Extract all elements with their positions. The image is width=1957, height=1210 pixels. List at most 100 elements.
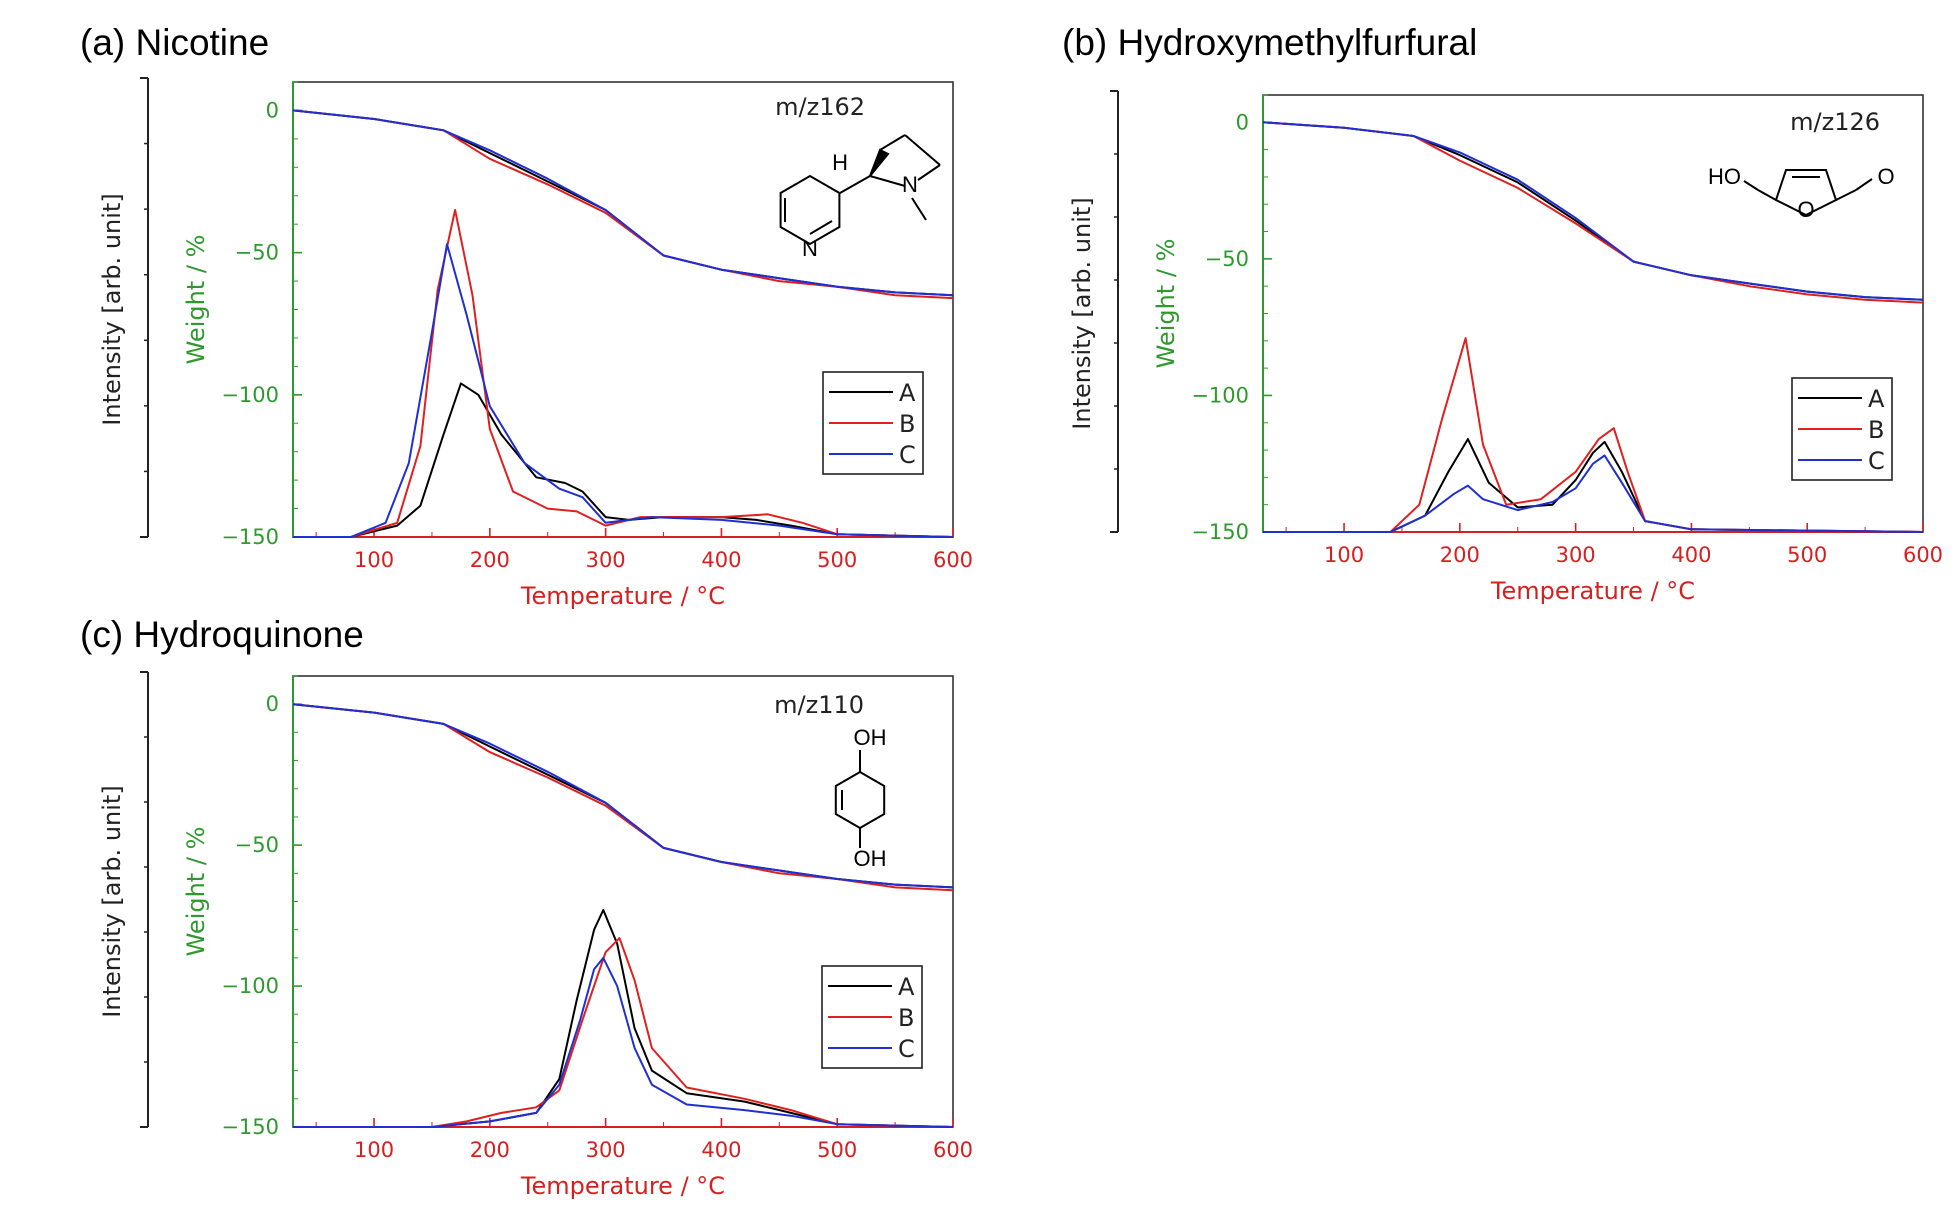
chart-panel: (b) Hydroxymethylfurfural Intensity [arb.…: [1062, 22, 1943, 605]
chart-panel: (c) Hydroquinone Intensity [arb. unit] Wei…: [80, 614, 973, 1200]
atom-label: HO: [1708, 164, 1741, 189]
y-tick-label: −150: [221, 1115, 279, 1139]
chart-title: (c) Hydroquinone: [80, 614, 364, 655]
y-tick-label: 0: [266, 692, 279, 716]
y-tick-label: −150: [1191, 520, 1249, 544]
series-line-b-intensity: [1263, 337, 1924, 533]
series-line-c-weight: [292, 703, 954, 889]
legend-label: C: [1868, 447, 1885, 475]
series-line-b-intensity: [293, 937, 954, 1128]
legend-label: A: [898, 973, 915, 1001]
molecule-structure-icon: HO O O: [1708, 164, 1895, 222]
legend: ABC: [1791, 377, 1893, 481]
bond: [1855, 178, 1873, 191]
bond: [839, 175, 871, 194]
legend-label: C: [898, 1035, 915, 1063]
x-tick-label: 500: [817, 1138, 857, 1162]
x-tick-label: 100: [354, 1138, 394, 1162]
y-tick-label: −100: [1191, 383, 1249, 407]
x-tick-label: 300: [1556, 543, 1596, 567]
legend-label: B: [1868, 416, 1884, 444]
y-tick-label: −50: [1205, 247, 1249, 271]
series-line-c-intensity: [1263, 454, 1924, 533]
series-line-c-intensity: [293, 243, 954, 538]
intensity-axis-label: Intensity [arb. unit]: [98, 785, 126, 1017]
series-line-c-intensity: [293, 956, 954, 1128]
bond: [869, 175, 906, 187]
intensity-axis: Intensity [arb. unit]: [1068, 90, 1119, 533]
mz-annotation: m/z162: [775, 93, 865, 121]
x-tick-label: 200: [1440, 543, 1480, 567]
x-tick-label: 100: [1324, 543, 1364, 567]
legend: ABC: [821, 965, 923, 1069]
legend-label: A: [899, 379, 916, 407]
x-tick-label: 600: [933, 1138, 973, 1162]
x-tick-label: 500: [817, 548, 857, 572]
series-line-a-intensity: [1263, 438, 1924, 533]
x-tick-label: 100: [354, 548, 394, 572]
double-bond: [809, 220, 833, 235]
series-line-b-weight: [1262, 121, 1924, 304]
atom-label: H: [832, 150, 848, 175]
bond: [1743, 180, 1759, 191]
y-tick-label: −50: [235, 241, 279, 265]
x-axis-label: Temperature / °C: [520, 582, 725, 610]
y-tick-label: 0: [1236, 110, 1249, 134]
x-tick-label: 200: [470, 1138, 510, 1162]
series-line-a-weight: [292, 109, 954, 297]
wedge-bond: [869, 148, 890, 177]
weight-axis-label: Weight / %: [1152, 239, 1180, 369]
atom-label: O: [1797, 197, 1814, 222]
series-line-b-weight: [292, 109, 954, 300]
molecule-structure-icon: H N N: [779, 134, 941, 261]
atom-label: N: [802, 236, 818, 261]
bond: [1835, 189, 1857, 201]
mz-annotation: m/z126: [1790, 108, 1880, 136]
atom-label: OH: [854, 846, 887, 871]
bond: [879, 134, 906, 151]
x-tick-label: 600: [1903, 543, 1943, 567]
series-line-a-intensity: [293, 382, 954, 538]
y-tick-label: 0: [266, 98, 279, 122]
weight-axis-label: Weight / %: [182, 827, 210, 957]
x-tick-label: 600: [933, 548, 973, 572]
ring-bond: [834, 770, 886, 830]
bond: [911, 197, 927, 221]
mz-annotation: m/z110: [774, 691, 864, 719]
x-tick-label: 300: [586, 548, 626, 572]
intensity-axis: Intensity [arb. unit]: [98, 671, 149, 1128]
furan-ring: [1774, 169, 1838, 217]
series-line-c-weight: [292, 109, 954, 297]
x-tick-label: 200: [470, 548, 510, 572]
series-line-c-weight: [1262, 121, 1924, 301]
y-tick-label: −100: [221, 974, 279, 998]
x-axis-label: Temperature / °C: [1490, 577, 1695, 605]
chart-panel: (a) Nicotine Intensity [arb. unit] Weight …: [80, 22, 973, 610]
y-tick-label: −50: [235, 833, 279, 857]
ring-bond: [779, 174, 841, 246]
intensity-axis-label: Intensity [arb. unit]: [1068, 197, 1096, 429]
x-tick-label: 400: [701, 548, 741, 572]
intensity-axis-label: Intensity [arb. unit]: [98, 193, 126, 425]
legend-label: A: [1868, 385, 1885, 413]
bond: [917, 164, 941, 181]
y-tick-label: −150: [221, 525, 279, 549]
molecule-structure-icon: OH OH: [834, 725, 887, 871]
series-line-b-intensity: [293, 209, 954, 538]
legend-label: B: [898, 1004, 914, 1032]
x-axis-label: Temperature / °C: [520, 1172, 725, 1200]
x-tick-label: 500: [1787, 543, 1827, 567]
series-line-a-weight: [1262, 121, 1924, 301]
legend: ABC: [822, 371, 924, 475]
legend-label: C: [899, 441, 916, 469]
intensity-axis: Intensity [arb. unit]: [98, 77, 149, 538]
atom-label: N: [902, 172, 918, 197]
bond: [904, 134, 941, 166]
weight-axis-label: Weight / %: [182, 235, 210, 365]
bond: [1757, 189, 1777, 201]
x-tick-label: 400: [701, 1138, 741, 1162]
y-tick-label: −100: [221, 383, 279, 407]
chart-title: (b) Hydroxymethylfurfural: [1062, 22, 1477, 63]
atom-label: OH: [854, 725, 887, 750]
